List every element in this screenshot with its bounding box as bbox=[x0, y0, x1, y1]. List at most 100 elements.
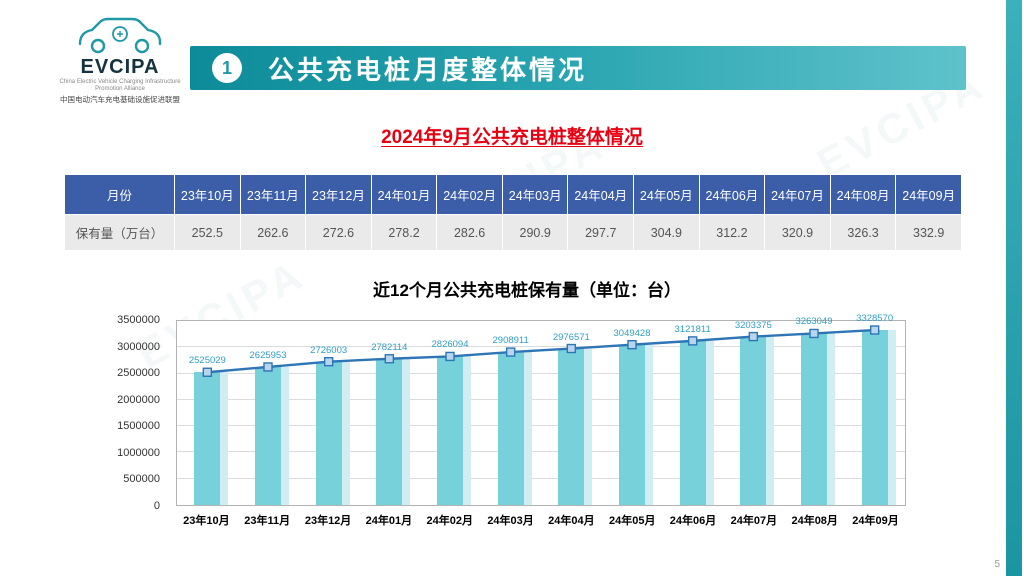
bar-chart: 0 500000 1000000 1500000 2000000 2500000 30000… bbox=[64, 306, 964, 556]
x-axis-tick-label: 24年08月 bbox=[791, 515, 838, 527]
car-logo-icon bbox=[78, 17, 162, 54]
month-header-cell: 24年01月 bbox=[370, 174, 438, 215]
bar bbox=[255, 366, 281, 505]
value-cell: 297.7 bbox=[567, 214, 635, 251]
x-axis-tick-label: 24年02月 bbox=[426, 515, 473, 527]
section-header: 1 公共充电桩月度整体情况 bbox=[190, 46, 966, 90]
data-label: 2908911 bbox=[492, 335, 529, 347]
logo-tagline-en: China Electric Vehicle Charging Infrastr… bbox=[59, 79, 181, 92]
table-header-month-label: 月份 bbox=[64, 174, 175, 215]
x-axis-tick-label: 23年11月 bbox=[244, 515, 291, 527]
y-axis-tick-label: 2500000 bbox=[117, 367, 160, 380]
x-axis-tick-label: 24年03月 bbox=[487, 515, 534, 527]
data-point-marker bbox=[202, 367, 213, 377]
data-point-marker bbox=[384, 354, 395, 364]
x-axis-tick-label: 23年10月 bbox=[183, 515, 230, 527]
data-label: 2625953 bbox=[249, 349, 287, 361]
x-axis-tick-label: 24年09月 bbox=[852, 515, 899, 527]
month-header-cell: 24年02月 bbox=[436, 174, 503, 215]
value-cell: 290.9 bbox=[501, 214, 569, 251]
value-cell: 272.6 bbox=[305, 214, 372, 251]
bar bbox=[315, 361, 342, 505]
data-label: 3328570 bbox=[856, 313, 894, 325]
month-header-cell: 24年09月 bbox=[895, 174, 962, 215]
month-header-cell: 24年08月 bbox=[829, 174, 897, 215]
bar bbox=[497, 352, 524, 505]
value-cell: 252.5 bbox=[174, 214, 241, 251]
data-label: 2826094 bbox=[431, 339, 469, 351]
data-point-marker bbox=[323, 356, 334, 367]
value-cell: 262.6 bbox=[239, 214, 307, 251]
gridline bbox=[177, 425, 905, 427]
month-header-cell: 23年11月 bbox=[239, 174, 307, 215]
x-axis-tick-label: 24年06月 bbox=[669, 515, 717, 527]
value-cell: 282.6 bbox=[436, 214, 503, 251]
data-label: 3121811 bbox=[674, 323, 711, 335]
bar bbox=[861, 330, 888, 505]
bar bbox=[801, 333, 827, 505]
data-point-marker bbox=[869, 325, 880, 335]
x-axis-tick-label: 24年01月 bbox=[365, 515, 413, 527]
bar bbox=[619, 344, 645, 505]
data-point-marker bbox=[748, 331, 759, 342]
bar bbox=[437, 356, 463, 505]
month-header-cell: 24年04月 bbox=[567, 174, 635, 215]
gridline bbox=[177, 372, 905, 374]
y-axis-tick-label: 500000 bbox=[123, 473, 160, 486]
data-label: 2976571 bbox=[552, 331, 590, 343]
data-point-marker bbox=[809, 328, 819, 339]
data-label: 3049428 bbox=[613, 327, 651, 339]
gridline bbox=[177, 398, 905, 400]
value-cell: 312.2 bbox=[698, 214, 766, 251]
data-point-marker bbox=[505, 347, 516, 357]
data-label: 3203375 bbox=[734, 319, 772, 331]
value-cell: 332.9 bbox=[895, 214, 962, 251]
logo-tagline-cn: 中国电动汽车充电基础设施促进联盟 bbox=[60, 95, 180, 105]
y-axis-tick-label: 2000000 bbox=[117, 393, 160, 406]
gridline bbox=[177, 477, 905, 479]
bar bbox=[679, 340, 706, 505]
x-axis-tick-label: 24年07月 bbox=[730, 515, 778, 527]
value-cell: 278.2 bbox=[370, 214, 438, 251]
trend-line-svg bbox=[202, 325, 880, 377]
y-axis-tick-label: 3500000 bbox=[117, 314, 160, 326]
y-axis-tick-label: 0 bbox=[153, 500, 160, 512]
data-label: 2782114 bbox=[371, 341, 408, 353]
data-label: 3263049 bbox=[795, 316, 833, 328]
value-cell: 320.9 bbox=[764, 214, 831, 251]
bar bbox=[376, 358, 403, 505]
value-cell: 326.3 bbox=[829, 214, 897, 251]
month-header-cell: 23年12月 bbox=[305, 174, 372, 215]
x-axis-tick-label: 23年12月 bbox=[304, 515, 352, 527]
data-label: 2525029 bbox=[188, 355, 226, 367]
bar bbox=[740, 336, 767, 505]
logo-brand-text: EVCIPA bbox=[80, 56, 160, 78]
monthly-table: 月份 23年10月 23年11月 23年12月 24年01月 24年02月 24年03月 2… bbox=[64, 174, 962, 251]
month-header-cell: 23年10月 bbox=[174, 174, 241, 215]
table-values-row: 保有量（万台） 252.5 262.6 272.6 278.2 282.6 290.9 29… bbox=[64, 214, 962, 251]
section-number-badge: 1 bbox=[212, 53, 242, 83]
data-label: 2726003 bbox=[310, 344, 348, 356]
table-header-row: 月份 23年10月 23年11月 23年12月 24年01月 24年02月 24年03月 2… bbox=[64, 174, 962, 215]
y-axis-tick-label: 1000000 bbox=[117, 446, 160, 459]
value-cell: 304.9 bbox=[633, 214, 700, 251]
x-axis-tick-label: 24年04月 bbox=[548, 515, 595, 527]
chart-title: 近12个月公共充电桩保有量（单位：台） bbox=[373, 281, 681, 300]
data-point-marker bbox=[687, 336, 698, 346]
y-axis-tick-label: 1500000 bbox=[117, 420, 160, 433]
y-axis-tick-label: 3000000 bbox=[117, 340, 160, 353]
y-axis: 0 500000 1000000 1500000 2000000 2500000 30000… bbox=[64, 314, 168, 512]
data-point-marker bbox=[566, 343, 577, 354]
month-header-cell: 24年05月 bbox=[633, 174, 700, 215]
x-axis: 23年10月 23年11月 23年12月 24年01月 24年02月 24年03月 24年0… bbox=[176, 512, 906, 530]
month-header-cell: 24年06月 bbox=[698, 174, 766, 215]
data-point-marker bbox=[627, 339, 637, 350]
right-accent-bar bbox=[1006, 0, 1022, 576]
trend-line bbox=[207, 328, 875, 374]
x-axis-tick-label: 24年05月 bbox=[608, 515, 656, 527]
page-number: 5 bbox=[994, 559, 1000, 570]
month-header-cell: 24年07月 bbox=[764, 174, 831, 215]
data-point-marker bbox=[445, 351, 455, 362]
bar bbox=[194, 372, 221, 505]
